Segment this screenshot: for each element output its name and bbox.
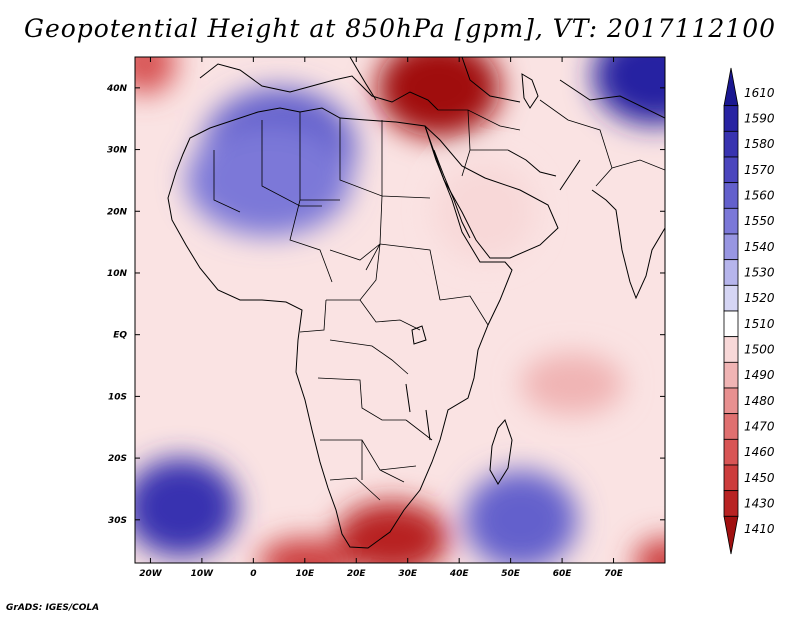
north-africa-borders — [213, 112, 431, 283]
map-area — [135, 57, 665, 563]
y-tick-label: 10S — [108, 392, 127, 402]
colorbar-swatch — [723, 259, 739, 286]
colorbar-label: 1530 — [744, 266, 775, 280]
colorbar-label: 1550 — [744, 214, 775, 228]
colorbar-label: 1540 — [744, 240, 775, 254]
colorbar-label: 1520 — [744, 291, 775, 305]
colorbar-label: 1570 — [744, 163, 775, 177]
colorbar-swatch — [723, 490, 739, 517]
colorbar-swatch — [723, 464, 739, 492]
low-southwest-corner — [258, 538, 352, 563]
high-south-atlantic — [135, 458, 238, 557]
x-tick-label: 0 — [250, 569, 256, 579]
african-lakes — [405, 325, 431, 441]
colorbar-label: 1470 — [744, 420, 775, 434]
colorbar-label: 1450 — [744, 471, 775, 485]
colorbar-swatch — [723, 336, 739, 363]
arabia-coastline — [424, 125, 559, 259]
footer-credit: GrADS: IGES/COLA — [6, 603, 100, 613]
latitude-axis: 40N 30N 20N 10N EQ 10S 20S 30S — [106, 84, 665, 526]
southern-africa-borders — [317, 377, 433, 501]
country-borders — [213, 99, 665, 501]
low-southern-africa — [335, 501, 449, 563]
europe-coastline — [199, 57, 665, 119]
high-south-indian — [464, 470, 578, 563]
x-tick-label: 10E — [295, 569, 315, 579]
colorbar-label: 1410 — [744, 522, 775, 536]
colorbar-label: 1460 — [744, 445, 775, 459]
x-tick-label: 20E — [347, 569, 367, 579]
middle-east-borders — [438, 99, 665, 187]
africa-coastline — [167, 107, 513, 549]
longitude-axis: 20W 10W 0 10E 20E 30E 40E 50E 60E 70E — [139, 57, 624, 579]
colorbar-label: 1490 — [744, 368, 775, 382]
colorbar-swatch — [723, 207, 739, 235]
colorbar-swatch — [723, 130, 739, 158]
colorbar-label: 1480 — [744, 394, 775, 408]
caspian-coastline — [521, 73, 539, 109]
x-tick-label: 70E — [604, 569, 624, 579]
x-tick-label: 30E — [398, 569, 418, 579]
x-tick-label: 40E — [449, 569, 470, 579]
india-coastline — [591, 189, 665, 300]
y-tick-label: EQ — [113, 331, 127, 341]
colorbar-swatch — [723, 361, 739, 389]
high-sahara — [186, 124, 352, 236]
colorbar-label: 1560 — [744, 189, 775, 203]
central-africa-borders — [299, 243, 489, 375]
high-northeast-corner — [592, 57, 665, 125]
colorbar-swatch — [723, 105, 739, 132]
colorbar-swatch — [723, 387, 739, 415]
colorbar-label: 1580 — [744, 137, 775, 151]
colorbar-label: 1590 — [744, 112, 775, 126]
colorbar-bottom-arrow — [723, 515, 739, 555]
colorbar-swatch — [723, 284, 739, 312]
height-field — [135, 57, 665, 563]
map-title: Geopotential Height at 850hPa [gpm], VT:… — [23, 14, 777, 43]
colorbar-swatch — [723, 438, 739, 466]
madagascar-coastline — [489, 419, 513, 485]
colorbar-label: 1500 — [744, 343, 775, 357]
low-southeast-corner — [634, 538, 665, 563]
low-arabia — [433, 161, 537, 261]
y-tick-label: 40N — [106, 84, 128, 94]
colorbar-label: 1430 — [744, 497, 775, 511]
colorbar-top-arrow — [723, 67, 739, 107]
y-tick-label: 30S — [108, 516, 127, 526]
red-sea-coastline — [433, 149, 471, 239]
low-northwest-corner — [135, 57, 177, 95]
colorbar: 1610 1590 1580 1570 1560 1550 1540 1530 1520 1510… — [723, 67, 775, 555]
colorbar-swatch — [723, 156, 739, 184]
y-tick-label: 10N — [107, 269, 128, 279]
x-tick-label: 60E — [553, 569, 573, 579]
low-indian-ocean — [520, 353, 624, 415]
colorbar-label: 1610 — [744, 86, 775, 100]
persian-gulf-coastline — [507, 149, 581, 191]
colorbar-swatch — [723, 310, 739, 338]
colorbar-label: 1510 — [744, 317, 775, 331]
y-tick-label: 30N — [107, 146, 128, 156]
y-tick-label: 20S — [108, 454, 127, 464]
colorbar-swatch — [723, 182, 739, 209]
x-tick-label: 20W — [139, 569, 163, 579]
map-frame — [134, 56, 666, 564]
coastlines — [167, 57, 665, 549]
x-tick-label: 10W — [191, 569, 215, 579]
y-tick-label: 20N — [107, 207, 128, 217]
colorbar-swatch — [723, 413, 739, 440]
x-tick-label: 50E — [501, 569, 521, 579]
colorbar-swatch — [723, 233, 739, 261]
